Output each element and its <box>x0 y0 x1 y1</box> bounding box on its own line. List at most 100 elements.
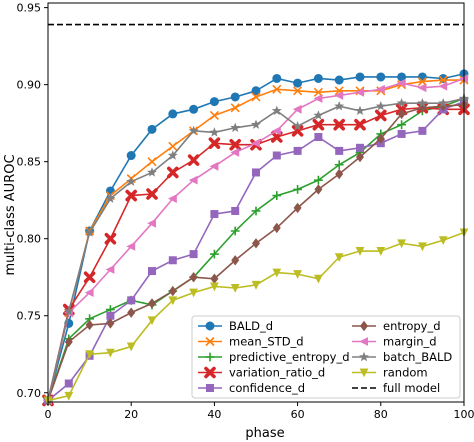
data-point-batch-bald <box>209 127 220 137</box>
data-point-entropy-d <box>376 133 385 144</box>
data-point-batch-bald <box>230 122 241 132</box>
data-point-margin-d <box>396 78 406 88</box>
data-point-variation-ratio-d <box>312 118 325 131</box>
data-point-confidence-d <box>210 210 219 219</box>
data-point-bald-d <box>334 75 344 85</box>
legend-marker <box>359 368 369 378</box>
x-tick-label: 20 <box>124 408 138 421</box>
legend-entry-random: random <box>352 366 428 380</box>
data-point-variation-ratio-d <box>187 154 200 166</box>
data-point-predictive-entropy-d <box>397 120 406 130</box>
legend-marker <box>205 352 215 362</box>
data-point-bald-d <box>355 72 365 82</box>
data-point-entropy-d <box>148 298 156 309</box>
legend-marker <box>205 321 215 331</box>
data-point-batch-bald <box>292 121 303 131</box>
data-point-bald-d <box>189 104 199 114</box>
x-axis-label: phase <box>245 426 284 441</box>
data-point-entropy-d <box>314 184 323 195</box>
data-point-batch-bald <box>271 105 282 116</box>
legend-label: predictive_entropy_d <box>229 350 350 364</box>
data-point-predictive-entropy-d <box>334 160 344 170</box>
data-point-confidence-d <box>397 129 406 138</box>
data-point-confidence-d <box>314 133 323 142</box>
data-point-bald-d <box>230 92 240 102</box>
data-point-batch-bald <box>417 97 428 108</box>
data-point-entropy-d <box>231 255 240 266</box>
data-point-mean-std-d <box>272 84 282 94</box>
data-point-random <box>355 247 365 256</box>
data-point-random <box>106 348 115 358</box>
data-point-batch-bald <box>313 110 324 120</box>
data-point-entropy-d <box>397 108 406 120</box>
data-point-confidence-d <box>127 296 136 305</box>
legend: BALD_d mean_STD_dpredictive_entropy_dvari… <box>191 315 461 399</box>
data-point-confidence-d <box>64 379 73 388</box>
y-tick-label: 0.80 <box>17 233 42 246</box>
data-point-batch-bald <box>375 101 386 111</box>
data-point-variation-ratio-d <box>291 125 304 137</box>
legend-marker <box>205 336 215 347</box>
x-tick-label: 100 <box>454 408 474 421</box>
data-point-margin-d <box>272 126 281 136</box>
data-point-random <box>376 247 386 256</box>
legend-entry-mean-std-d: mean_STD_d <box>198 335 304 349</box>
data-point-batch-bald <box>167 150 178 160</box>
data-point-variation-ratio-d <box>167 166 179 179</box>
legend-marker <box>206 384 214 392</box>
data-point-batch-bald <box>396 97 407 108</box>
y-tick-label: 0.90 <box>17 79 42 92</box>
x-tick-label: 0 <box>45 408 52 421</box>
data-point-variation-ratio-d <box>333 118 345 131</box>
legend-marker <box>359 337 368 346</box>
data-point-margin-d <box>438 81 448 91</box>
data-point-batch-bald <box>355 105 365 116</box>
data-point-margin-d <box>251 138 260 148</box>
data-point-batch-bald <box>84 227 95 237</box>
data-point-entropy-d <box>64 336 73 348</box>
data-point-predictive-entropy-d <box>230 226 240 236</box>
data-point-margin-d <box>105 265 115 274</box>
data-point-random <box>230 284 240 293</box>
data-point-batch-bald <box>438 97 449 108</box>
data-point-confidence-d <box>293 146 302 155</box>
legend-label: random <box>383 366 428 380</box>
data-point-batch-bald <box>334 101 345 111</box>
data-point-batch-bald <box>251 119 261 129</box>
data-point-entropy-d <box>252 238 260 249</box>
data-point-mean-std-d <box>230 103 240 113</box>
data-point-random <box>64 391 74 401</box>
data-point-random <box>418 242 427 252</box>
legend-label: margin_d <box>383 335 437 349</box>
data-point-entropy-d <box>127 307 136 318</box>
data-point-entropy-d <box>210 273 219 284</box>
data-point-margin-d <box>334 91 344 100</box>
data-point-random <box>147 316 157 326</box>
data-point-predictive-entropy-d <box>210 249 219 259</box>
data-point-bald-d <box>147 124 157 134</box>
data-point-variation-ratio-d <box>375 109 387 122</box>
legend-entry-full-model: full model <box>352 381 440 395</box>
legend-entry-confidence-d: confidence_d <box>198 381 305 395</box>
data-point-margin-d <box>84 288 94 298</box>
data-point-confidence-d <box>168 256 177 265</box>
data-point-random <box>189 288 198 298</box>
data-point-random <box>85 350 94 360</box>
data-point-random <box>251 280 261 290</box>
data-point-entropy-d <box>418 102 427 113</box>
data-point-random <box>126 342 136 352</box>
data-point-random <box>293 270 302 279</box>
data-point-mean-std-d <box>168 141 178 151</box>
data-point-confidence-d <box>356 143 364 152</box>
data-point-bald-d <box>438 73 448 83</box>
legend-label: variation_ratio_d <box>229 366 325 380</box>
data-point-random <box>210 282 219 292</box>
data-point-entropy-d <box>335 168 344 180</box>
data-point-confidence-d <box>335 146 344 155</box>
legend-entry-entropy-d: entropy_d <box>352 319 441 333</box>
data-point-variation-ratio-d <box>208 137 221 149</box>
x-tick-label: 60 <box>291 408 305 421</box>
data-point-margin-d <box>168 194 177 204</box>
data-point-bald-d <box>251 86 261 96</box>
data-point-confidence-d <box>418 126 427 135</box>
